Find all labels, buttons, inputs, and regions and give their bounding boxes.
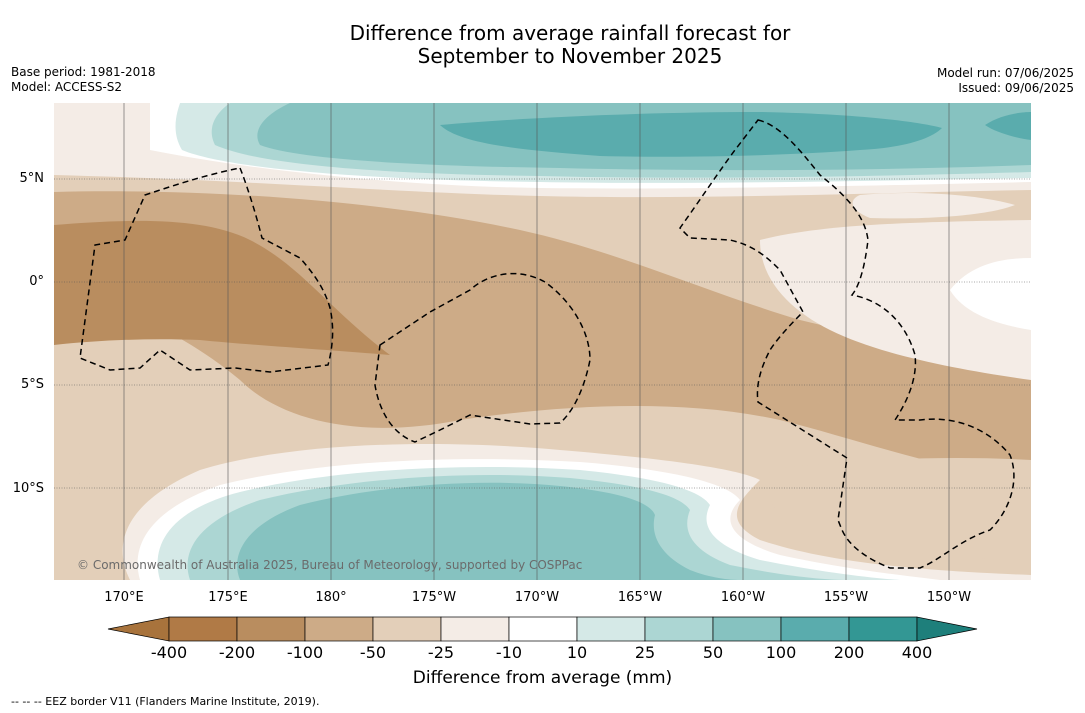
rainfall-anomaly-field: [54, 103, 1031, 580]
colorbar-tick: 200: [833, 643, 865, 662]
lat-label: 5°S: [20, 377, 44, 392]
colorbar-tick: -25: [427, 643, 455, 662]
colorbar-bin-1: [168, 616, 238, 642]
model-run: Model run: 07/06/2025: [936, 66, 1074, 80]
colorbar-title: Difference from average (mm): [412, 668, 673, 688]
north-band-200-east: [985, 112, 1031, 140]
title-line-2: September to November 2025: [417, 44, 723, 68]
colorbar-extend-left: [107, 616, 170, 642]
title-line-1: Difference from average rainfall forecas…: [349, 21, 791, 45]
lon-label: 175°E: [208, 590, 248, 605]
colorbar-tick: 400: [901, 643, 933, 662]
colorbar-bin-11: [848, 616, 918, 642]
meta-right: Model run: 07/06/2025 Issued: 09/06/2025: [937, 66, 1074, 96]
colorbar-extend-right: [916, 616, 978, 642]
colorbar-bin-4: [372, 616, 442, 642]
south-band-100: [237, 482, 740, 580]
colorbar-bin-5: [440, 616, 510, 642]
colorbar: [107, 616, 978, 642]
lon-label: 155°W: [823, 590, 869, 605]
issued-date: Issued: 09/06/2025: [958, 81, 1074, 95]
lon-label: 170°W: [514, 590, 560, 605]
lat-label: 0°: [29, 274, 44, 289]
colorbar-tick: -100: [286, 643, 324, 662]
north-band-200: [440, 112, 942, 157]
lon-label: 175°W: [411, 590, 457, 605]
lat-label: 10°S: [12, 481, 44, 496]
colorbar-bin-8: [644, 616, 714, 642]
base-period: Base period: 1981-2018: [11, 65, 156, 79]
lon-label: 150°W: [926, 590, 972, 605]
eez-footnote: -- -- -- EEZ border V11 (Flanders Marine…: [11, 695, 320, 708]
colorbar-bin-10: [780, 616, 850, 642]
colorbar-tick: 10: [566, 643, 588, 662]
latitude-lines: [54, 178, 1031, 489]
east-light-25: [760, 220, 1031, 380]
lon-label: 160°W: [720, 590, 766, 605]
east-light-25b: [852, 193, 1015, 219]
colorbar-bin-7: [576, 616, 646, 642]
meta-left: Base period: 1981-2018 Model: ACCESS-S2: [11, 65, 156, 95]
eez-borders: [79, 119, 1015, 569]
southeast-tan: [769, 458, 1031, 560]
colorbar-tick: 25: [634, 643, 656, 662]
graticule: [123, 103, 950, 580]
colorbar-tick: -10: [495, 643, 523, 662]
colorbar-bin-6: [508, 616, 578, 642]
west-dry-100: [54, 220, 390, 355]
colorbar-tick: 50: [702, 643, 724, 662]
lon-label: 180°: [315, 590, 347, 605]
west-dry-50: [54, 191, 1031, 481]
lon-label: 165°W: [617, 590, 663, 605]
colorbar-tick: -200: [218, 643, 256, 662]
colorbar-bin-3: [304, 616, 374, 642]
colorbar-tick: -50: [359, 643, 387, 662]
colorbar-bin-2: [236, 616, 306, 642]
colorbar-bin-9: [712, 616, 782, 642]
map-title: Difference from average rainfall forecas…: [0, 22, 1085, 68]
lat-label: 5°N: [19, 171, 45, 186]
colorbar-tick: -400: [150, 643, 188, 662]
east-white: [950, 258, 1031, 330]
southwest-tan: [54, 470, 112, 580]
colorbar-tick: 100: [765, 643, 797, 662]
lon-label: 170°E: [104, 590, 144, 605]
model-name: Model: ACCESS-S2: [11, 80, 123, 94]
copyright-notice: © Commonwealth of Australia 2025, Bureau…: [77, 558, 583, 572]
